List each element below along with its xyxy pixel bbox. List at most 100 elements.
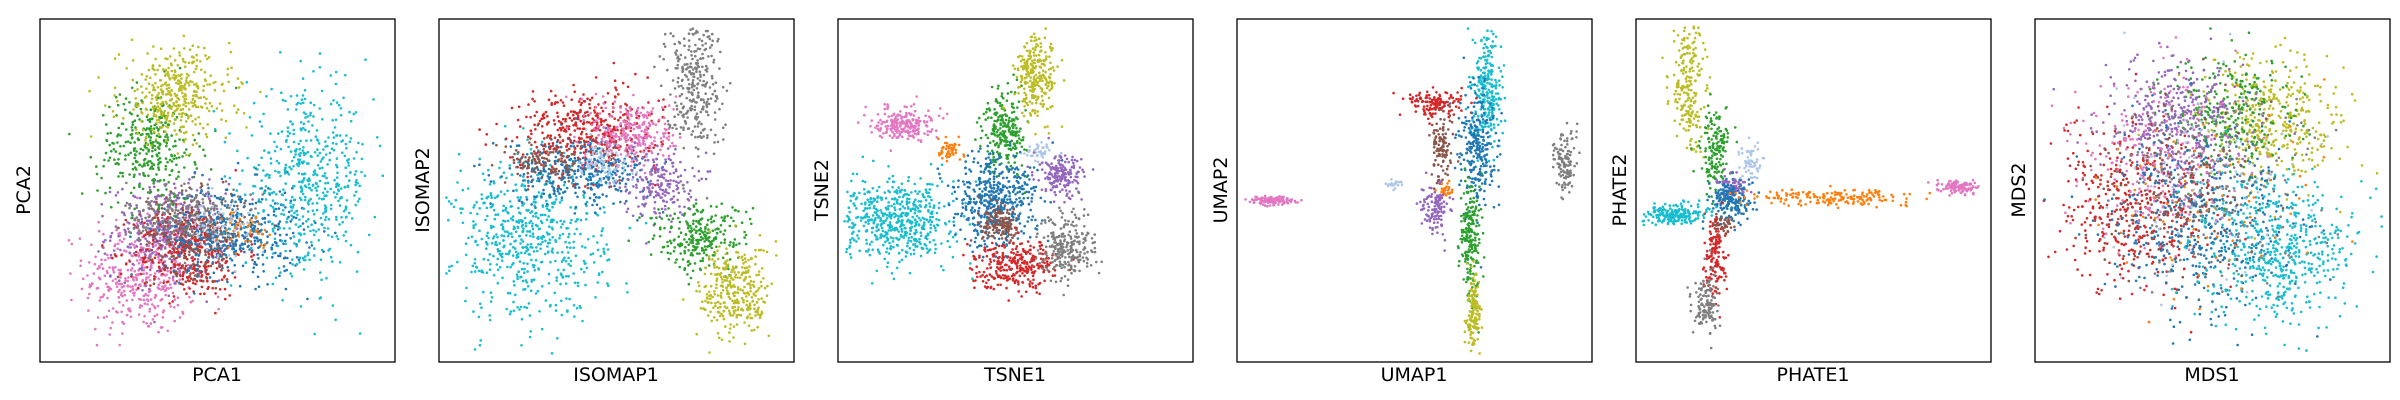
- scatter-point: [118, 343, 121, 347]
- scatter-point: [227, 269, 230, 272]
- scatter-point: [191, 230, 194, 233]
- scatter-point: [518, 308, 521, 311]
- scatter-point: [331, 119, 335, 122]
- scatter-point: [205, 272, 209, 276]
- scatter-point: [147, 82, 151, 85]
- scatter-point: [495, 122, 498, 126]
- scatter-point: [636, 219, 639, 222]
- scatter-point: [301, 222, 305, 225]
- scatter-point: [198, 265, 201, 268]
- scatter-point: [542, 192, 546, 195]
- scatter-point: [326, 163, 329, 166]
- scatter-point: [347, 164, 351, 167]
- scatter-point: [274, 251, 277, 255]
- scatter-point: [478, 229, 481, 232]
- scatter-point: [104, 238, 107, 242]
- scatter-point: [160, 326, 164, 329]
- scatter-point: [170, 231, 174, 234]
- scatter-point: [561, 163, 564, 166]
- scatter-point: [183, 47, 186, 50]
- scatter-point: [134, 254, 137, 257]
- scatter-point: [134, 153, 137, 157]
- scatter-point: [203, 70, 207, 74]
- scatter-point: [196, 105, 200, 109]
- scatter-point: [189, 272, 192, 275]
- scatter-point: [306, 115, 310, 118]
- scatter-point: [142, 158, 146, 162]
- scatter-point: [224, 192, 227, 195]
- scatter-point: [192, 271, 195, 275]
- scatter-point: [522, 179, 525, 182]
- scatter-point: [134, 128, 138, 131]
- scatter-point: [530, 161, 534, 165]
- scatter-point: [519, 174, 522, 177]
- scatter-point: [177, 170, 181, 174]
- scatter-point: [177, 216, 180, 220]
- scatter-point: [245, 81, 249, 84]
- scatter-point: [184, 264, 188, 268]
- scatter-point: [183, 249, 187, 252]
- scatter-point: [236, 204, 239, 208]
- scatter-point: [291, 258, 294, 261]
- scatter-point: [560, 198, 563, 202]
- scatter-point: [135, 277, 139, 280]
- scatter-point: [195, 210, 199, 214]
- scatter-point: [316, 185, 320, 188]
- scatter-point: [155, 213, 159, 216]
- scatter-point: [156, 216, 160, 220]
- scatter-point: [553, 200, 557, 204]
- scatter-point: [347, 161, 350, 165]
- scatter-point: [182, 223, 185, 227]
- scatter-point: [662, 98, 665, 101]
- scatter-point: [207, 256, 210, 259]
- scatter-point: [274, 276, 278, 280]
- scatter-point: [290, 218, 294, 221]
- scatter-point: [156, 269, 159, 273]
- scatter-point: [207, 190, 210, 194]
- scatter-point: [109, 235, 112, 239]
- scatter-point: [607, 126, 611, 130]
- panel-pca: PCA1 PCA2: [13, 18, 396, 386]
- scatter-point: [599, 170, 603, 174]
- scatter-point: [637, 117, 640, 120]
- scatter-point: [116, 141, 119, 144]
- scatter-point: [107, 256, 110, 260]
- scatter-point: [216, 254, 220, 257]
- scatter-point: [173, 298, 177, 301]
- scatter-point: [113, 253, 117, 256]
- scatter-point: [178, 87, 181, 90]
- scatter-point: [153, 232, 156, 235]
- scatter-point: [498, 252, 502, 256]
- scatter-point: [464, 299, 467, 303]
- scatter-point: [629, 129, 632, 133]
- scatter-point: [116, 275, 120, 279]
- scatter-point: [169, 237, 173, 240]
- scatter-point: [269, 157, 273, 160]
- scatter-point: [243, 193, 247, 196]
- scatter-point: [271, 282, 275, 286]
- scatter-point: [184, 221, 187, 224]
- scatter-point: [259, 187, 262, 190]
- scatter-point: [266, 235, 269, 238]
- scatter-point: [473, 164, 476, 168]
- scatter-point: [657, 118, 661, 121]
- scatter-point: [114, 282, 118, 285]
- scatter-point: [301, 192, 305, 196]
- scatter-point: [500, 175, 504, 178]
- scatter-point: [111, 256, 114, 260]
- scatter-point: [157, 252, 160, 256]
- scatter-point: [105, 123, 108, 126]
- scatter-point: [188, 178, 191, 181]
- scatter-point: [529, 175, 533, 178]
- scatter-point: [143, 261, 147, 264]
- scatter-point: [595, 136, 598, 140]
- scatter-point: [115, 114, 118, 117]
- scatter-point: [552, 192, 556, 196]
- scatter-point: [135, 150, 138, 153]
- scatter-point: [165, 221, 169, 224]
- scatter-point: [264, 174, 268, 177]
- scatter-point: [167, 66, 170, 70]
- isomap-scatter-points: [445, 27, 778, 355]
- scatter-point: [286, 108, 290, 111]
- scatter-point: [618, 147, 621, 150]
